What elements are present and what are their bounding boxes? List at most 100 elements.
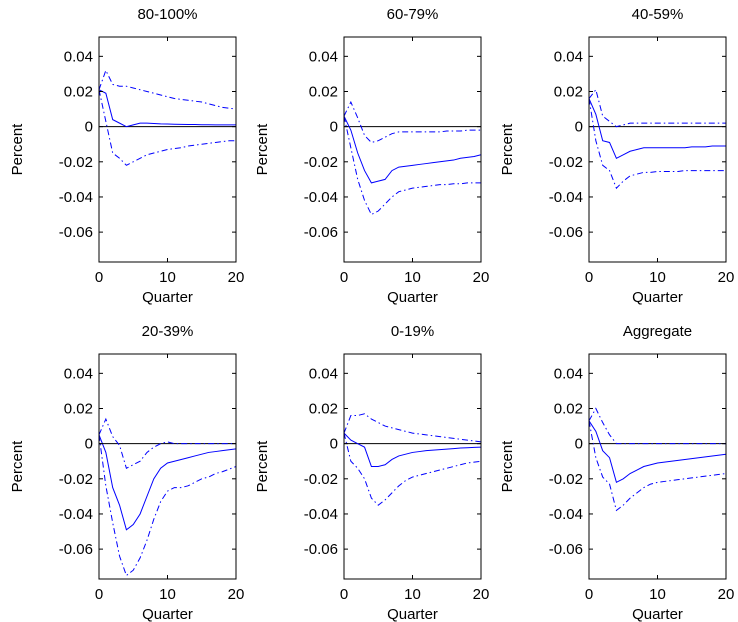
series-line [588, 420, 727, 512]
series-line [343, 115, 482, 184]
x-tick-label: 10 [649, 269, 666, 286]
y-tick-label: 0.02 [64, 83, 93, 100]
x-tick-label: 10 [404, 586, 421, 603]
series-line [588, 88, 726, 128]
x-tick-label: 0 [95, 586, 103, 603]
subplot-title: 80-100% [137, 6, 197, 23]
y-tick-label: -0.04 [59, 189, 93, 206]
y-tick-label: 0 [575, 119, 583, 136]
series-line [343, 100, 481, 144]
x-tick-label: 0 [585, 586, 593, 603]
y-axis-label: Percent [499, 123, 516, 176]
x-tick-label: 0 [95, 269, 103, 286]
series-line [588, 98, 726, 159]
y-tick-label: 0 [85, 436, 93, 453]
subplot-title: 40-59% [632, 6, 684, 23]
y-axis-label: Percent [254, 440, 271, 493]
x-tick-label: 20 [718, 586, 735, 603]
axes-box [98, 36, 237, 263]
axes-box [343, 353, 482, 580]
y-tick-label: -0.04 [549, 189, 583, 206]
series-line [98, 434, 237, 577]
y-tick-label: -0.04 [304, 506, 338, 523]
subplot: Aggregate Quarter Percent -0.06 -0.04 -0.02 0 0… [499, 323, 734, 622]
series-line [343, 432, 482, 467]
x-tick-label: 20 [473, 586, 490, 603]
x-tick-label: 10 [404, 269, 421, 286]
x-tick-label: 10 [159, 586, 176, 603]
series-line [98, 69, 237, 110]
x-axis-label: Quarter [387, 289, 438, 306]
series-line [588, 407, 726, 445]
y-tick-label: 0.02 [554, 400, 583, 417]
subplot-title: Aggregate [623, 323, 692, 340]
subplot: 80-100% Quarter Percent -0.06 -0.04 -0.02 0 0.0… [9, 6, 244, 306]
y-tick-label: 0.04 [554, 48, 583, 65]
y-tick-label: 0 [575, 436, 583, 453]
x-tick-label: 10 [649, 586, 666, 603]
y-tick-label: 0.02 [64, 400, 93, 417]
y-tick-label: 0.02 [554, 83, 583, 100]
x-tick-label: 10 [159, 269, 176, 286]
series-line [343, 115, 481, 216]
y-tick-label: 0 [330, 119, 338, 136]
series-line [98, 89, 236, 166]
axes-box [588, 353, 727, 580]
y-tick-label: -0.04 [304, 189, 338, 206]
series-line [98, 434, 237, 531]
subplot-title: 20-39% [142, 323, 194, 340]
series-line [588, 98, 726, 190]
y-tick-label: -0.02 [549, 154, 583, 171]
x-axis-label: Quarter [387, 606, 438, 622]
series-line [588, 420, 727, 484]
y-axis-label: Percent [9, 123, 26, 176]
series-line [98, 417, 236, 469]
y-tick-label: -0.06 [549, 541, 583, 558]
y-tick-label: -0.04 [549, 506, 583, 523]
x-axis-label: Quarter [632, 289, 683, 306]
series-line [98, 89, 236, 128]
x-axis-label: Quarter [142, 606, 193, 622]
series-line [343, 413, 482, 443]
x-tick-label: 20 [228, 586, 245, 603]
y-tick-label: -0.06 [304, 224, 338, 241]
y-tick-label: -0.06 [549, 224, 583, 241]
y-tick-label: 0.02 [309, 400, 338, 417]
y-tick-label: 0.04 [554, 365, 583, 382]
y-tick-label: -0.02 [549, 471, 583, 488]
x-tick-label: 20 [473, 269, 490, 286]
subplot-title: 60-79% [387, 6, 439, 23]
x-tick-label: 20 [228, 269, 245, 286]
y-tick-label: 0 [330, 436, 338, 453]
y-tick-label: 0.04 [309, 365, 338, 382]
y-tick-label: -0.06 [304, 541, 338, 558]
y-axis-label: Percent [9, 440, 26, 493]
y-axis-label: Percent [254, 123, 271, 176]
y-tick-label: 0.04 [64, 365, 93, 382]
y-tick-label: -0.02 [59, 154, 93, 171]
x-axis-label: Quarter [632, 606, 683, 622]
x-tick-label: 20 [718, 269, 735, 286]
series-line [343, 432, 482, 506]
y-tick-label: 0.02 [309, 83, 338, 100]
axes-box [343, 36, 482, 263]
x-tick-label: 0 [340, 269, 348, 286]
subplot-title: 0-19% [391, 323, 434, 340]
y-tick-label: -0.02 [304, 471, 338, 488]
x-tick-label: 0 [585, 269, 593, 286]
y-axis-label: Percent [499, 440, 516, 493]
y-tick-label: -0.04 [59, 506, 93, 523]
y-tick-label: 0.04 [309, 48, 338, 65]
y-tick-label: 0 [85, 119, 93, 136]
x-axis-label: Quarter [142, 289, 193, 306]
y-tick-label: -0.06 [59, 541, 93, 558]
y-tick-label: -0.02 [59, 471, 93, 488]
axes-box [588, 36, 727, 263]
x-tick-label: 0 [340, 586, 348, 603]
y-tick-label: -0.06 [59, 224, 93, 241]
y-tick-label: -0.02 [304, 154, 338, 171]
subplot: 0-19% Quarter Percent -0.06 -0.04 -0.02 0 0.02 0… [254, 323, 489, 622]
axes-box [98, 353, 237, 580]
subplot: 60-79% Quarter Percent -0.06 -0.04 -0.02 0 0.02… [254, 6, 489, 306]
